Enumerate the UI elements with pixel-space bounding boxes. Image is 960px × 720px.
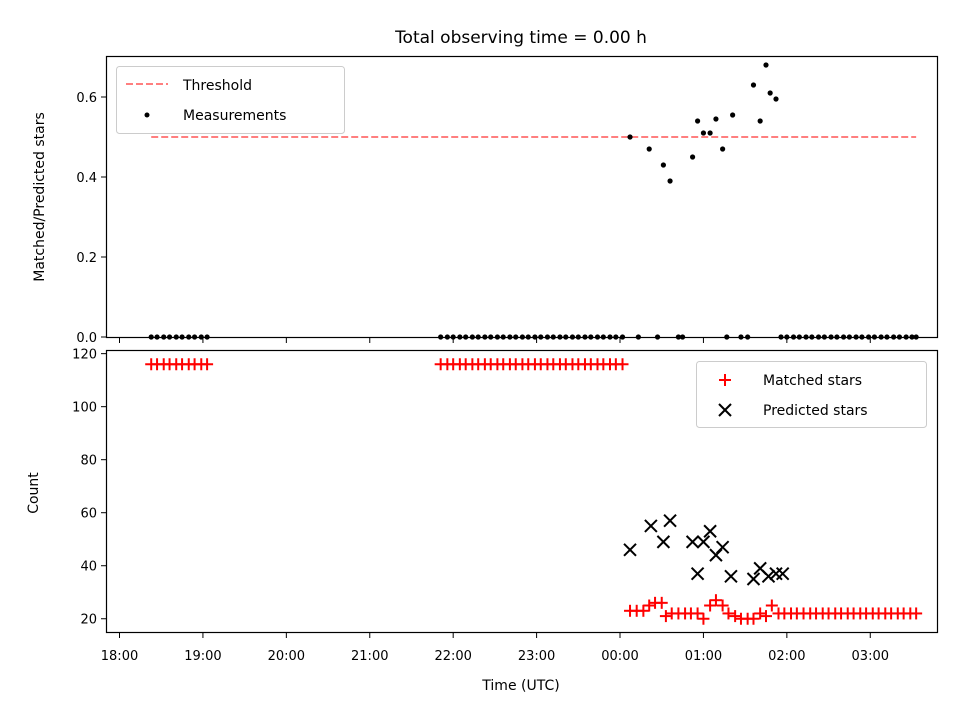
measurement-point bbox=[757, 118, 763, 124]
predicted-star-point bbox=[685, 535, 700, 549]
predicted-star-point bbox=[746, 572, 761, 586]
legend-matched-label: Matched stars bbox=[763, 373, 862, 389]
legend-matched-swatch bbox=[719, 374, 731, 386]
predicted-star-point bbox=[715, 540, 730, 554]
bottom-y-tick-label: 120 bbox=[72, 348, 97, 363]
top-y-axis-label: Matched/Predicted stars bbox=[32, 112, 48, 282]
measurement-point bbox=[720, 146, 726, 152]
x-tick-label: 20:00 bbox=[268, 649, 305, 664]
bottom-legend: Matched stars Predicted stars bbox=[696, 361, 927, 428]
bottom-plot-area bbox=[145, 358, 923, 625]
measurement-point bbox=[767, 90, 773, 96]
predicted-star-point bbox=[696, 535, 711, 549]
legend-predicted-swatch bbox=[718, 403, 732, 417]
matched-star-point bbox=[616, 358, 629, 371]
bottom-y-tick-label: 80 bbox=[80, 454, 97, 469]
legend-measurements-label: Measurements bbox=[183, 108, 286, 124]
chart-title: Total observing time = 0.00 h bbox=[394, 28, 647, 48]
x-tick-label: 03:00 bbox=[852, 649, 889, 664]
top-plot-area bbox=[148, 62, 919, 340]
matched-star-point bbox=[765, 599, 778, 612]
measurement-point bbox=[707, 130, 713, 136]
measurement-point bbox=[713, 116, 719, 122]
predicted-star-point bbox=[663, 513, 677, 528]
x-axis-label: Time (UTC) bbox=[481, 678, 559, 694]
matched-star-point bbox=[754, 607, 767, 620]
matched-star-point bbox=[637, 604, 650, 617]
x-tick-label: 02:00 bbox=[768, 649, 805, 664]
matched-star-point bbox=[655, 596, 668, 609]
x-tick-label: 01:00 bbox=[685, 649, 722, 664]
predicted-star-point bbox=[656, 535, 671, 549]
x-tick-label: 21:00 bbox=[351, 649, 388, 664]
matched-star-point bbox=[910, 607, 923, 620]
measurement-point bbox=[773, 96, 779, 102]
bottom-x-ticks: 18:00 19:00 20:00 21:00 22:00 23:00 00:00 01:00… bbox=[101, 632, 889, 664]
measurement-point bbox=[660, 162, 666, 168]
x-tick-label: 23:00 bbox=[518, 649, 555, 664]
predicted-star-point bbox=[775, 566, 790, 581]
bottom-y-tick-label: 40 bbox=[80, 560, 97, 575]
legend-predicted-label: Predicted stars bbox=[763, 403, 868, 419]
top-legend-box bbox=[116, 66, 345, 134]
predicted-star-point bbox=[644, 519, 658, 533]
measurement-point bbox=[667, 178, 673, 184]
top-axes-frame bbox=[105, 55, 939, 339]
legend-measurements-swatch bbox=[144, 112, 150, 118]
matched-star-point bbox=[716, 599, 729, 612]
top-y-ticks: 0.0 0.2 0.4 0.6 bbox=[76, 91, 107, 346]
legend-threshold-label: Threshold bbox=[182, 78, 252, 94]
measurement-point bbox=[646, 146, 652, 152]
top-y-tick-label: 0.4 bbox=[76, 171, 97, 186]
top-y-tick-label: 0.6 bbox=[76, 91, 97, 106]
bottom-y-tick-label: 60 bbox=[80, 507, 97, 522]
predicted-star-point bbox=[761, 569, 776, 584]
x-tick-label: 18:00 bbox=[101, 649, 138, 664]
matched-star-point bbox=[722, 607, 735, 620]
matched-star-point bbox=[704, 599, 717, 612]
measurement-point bbox=[700, 130, 707, 136]
matched-star-point bbox=[201, 358, 214, 371]
bottom-y-tick-label: 20 bbox=[80, 613, 97, 628]
bottom-y-tick-label: 100 bbox=[72, 401, 97, 416]
measurement-point bbox=[730, 112, 736, 118]
matched-star-point bbox=[697, 612, 710, 625]
predicted-star-point bbox=[703, 524, 717, 538]
matched-star-point bbox=[729, 610, 742, 623]
predicted-star-point bbox=[724, 569, 738, 584]
predicted-star-point bbox=[623, 543, 637, 557]
measurement-point bbox=[763, 62, 769, 68]
bottom-y-ticks: 20 40 60 80 100 120 bbox=[72, 348, 107, 628]
measurement-point bbox=[689, 154, 696, 160]
matched-star-point bbox=[659, 610, 672, 623]
matched-star-point bbox=[709, 594, 722, 607]
top-panel: 0.0 0.2 0.4 0.6 Matched/Predicted stars Thr… bbox=[32, 55, 939, 346]
top-x-ticks bbox=[119, 337, 871, 343]
x-tick-label: 19:00 bbox=[184, 649, 221, 664]
measurement-point bbox=[750, 82, 757, 88]
predicted-star-point bbox=[690, 566, 705, 581]
measurement-point bbox=[627, 134, 633, 140]
matched-star-point bbox=[759, 610, 772, 623]
bottom-legend-box bbox=[696, 361, 927, 428]
matched-star-point bbox=[691, 607, 704, 620]
measurement-point bbox=[694, 118, 701, 124]
matched-star-point bbox=[747, 612, 760, 625]
top-y-tick-label: 0.0 bbox=[76, 331, 97, 346]
top-legend: Threshold Measurements bbox=[116, 66, 345, 134]
bottom-axes-frame bbox=[105, 349, 939, 634]
bottom-y-axis-label: Count bbox=[26, 472, 42, 514]
x-tick-label: 00:00 bbox=[601, 649, 638, 664]
x-tick-label: 22:00 bbox=[434, 649, 471, 664]
matched-star-point bbox=[643, 599, 656, 612]
bottom-panel: 20 40 60 80 100 120 18:00 19:00 20:00 21:00 22:00… bbox=[26, 348, 939, 694]
top-y-tick-label: 0.2 bbox=[76, 251, 97, 266]
